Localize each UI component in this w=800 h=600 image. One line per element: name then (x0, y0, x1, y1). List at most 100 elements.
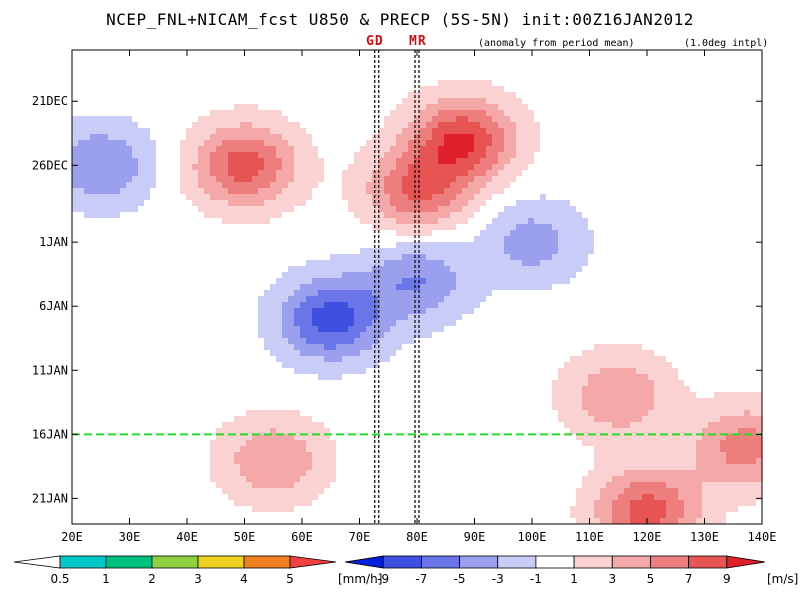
field-cell (636, 506, 642, 512)
field-cell (426, 194, 432, 200)
field-cell (234, 194, 240, 200)
field-cell (588, 248, 594, 254)
field-cell (648, 440, 654, 446)
field-cell (504, 218, 510, 224)
field-cell (150, 140, 156, 146)
field-cell (720, 458, 726, 464)
field-cell (558, 272, 564, 278)
field-cell (636, 494, 642, 500)
field-cell (612, 494, 618, 500)
field-cell (294, 344, 300, 350)
field-cell (204, 194, 210, 200)
field-cell (510, 134, 516, 140)
field-cell (540, 206, 546, 212)
field-cell (312, 296, 318, 302)
field-cell (324, 314, 330, 320)
field-cell (720, 476, 726, 482)
field-cell (378, 158, 384, 164)
field-cell (438, 110, 444, 116)
field-cell (90, 170, 96, 176)
field-cell (624, 368, 630, 374)
field-cell (588, 368, 594, 374)
field-cell (594, 506, 600, 512)
field-cell (696, 518, 702, 524)
field-cell (234, 428, 240, 434)
field-cell (558, 260, 564, 266)
field-cell (450, 128, 456, 134)
field-cell (408, 224, 414, 230)
field-cell (492, 98, 498, 104)
field-cell (564, 212, 570, 218)
field-cell (216, 470, 222, 476)
field-cell (696, 488, 702, 494)
field-cell (276, 116, 282, 122)
field-cell (282, 350, 288, 356)
field-cell (456, 200, 462, 206)
field-cell (438, 92, 444, 98)
field-cell (654, 464, 660, 470)
field-cell (96, 146, 102, 152)
field-cell (312, 440, 318, 446)
field-cell (450, 164, 456, 170)
field-cell (312, 326, 318, 332)
field-cell (684, 428, 690, 434)
field-cell (708, 512, 714, 518)
field-cell (516, 230, 522, 236)
field-cell (450, 248, 456, 254)
field-cell (606, 350, 612, 356)
field-cell (612, 368, 618, 374)
field-cell (420, 320, 426, 326)
field-cell (180, 152, 186, 158)
field-cell (654, 374, 660, 380)
field-cell (696, 500, 702, 506)
field-cell (456, 188, 462, 194)
field-cell (522, 278, 528, 284)
field-cell (654, 458, 660, 464)
field-cell (606, 482, 612, 488)
field-cell (618, 446, 624, 452)
field-cell (642, 356, 648, 362)
field-cell (402, 152, 408, 158)
field-cell (144, 128, 150, 134)
field-cell (558, 206, 564, 212)
field-cell (294, 284, 300, 290)
field-cell (246, 170, 252, 176)
field-cell (648, 410, 654, 416)
field-cell (648, 380, 654, 386)
field-cell (270, 206, 276, 212)
field-cell (492, 152, 498, 158)
field-cell (288, 320, 294, 326)
field-cell (708, 410, 714, 416)
field-cell (258, 452, 264, 458)
field-cell (462, 98, 468, 104)
field-cell (672, 410, 678, 416)
field-cell (108, 152, 114, 158)
field-cell (270, 212, 276, 218)
field-cell (468, 98, 474, 104)
field-cell (438, 140, 444, 146)
field-cell (756, 482, 762, 488)
field-cell (642, 518, 648, 524)
field-cell (528, 272, 534, 278)
field-cell (624, 404, 630, 410)
field-cell (222, 176, 228, 182)
field-cell (126, 200, 132, 206)
field-cell (414, 194, 420, 200)
field-cell (366, 356, 372, 362)
field-cell (216, 164, 222, 170)
field-cell (264, 500, 270, 506)
field-cell (402, 140, 408, 146)
anomaly-field (72, 80, 762, 524)
field-cell (570, 404, 576, 410)
field-cell (180, 182, 186, 188)
field-cell (570, 212, 576, 218)
field-cell (90, 122, 96, 128)
field-cell (420, 170, 426, 176)
field-cell (270, 134, 276, 140)
field-cell (78, 128, 84, 134)
field-cell (438, 308, 444, 314)
field-cell (186, 140, 192, 146)
field-cell (738, 470, 744, 476)
y-tick-label: 26DEC (32, 158, 68, 172)
field-cell (546, 284, 552, 290)
